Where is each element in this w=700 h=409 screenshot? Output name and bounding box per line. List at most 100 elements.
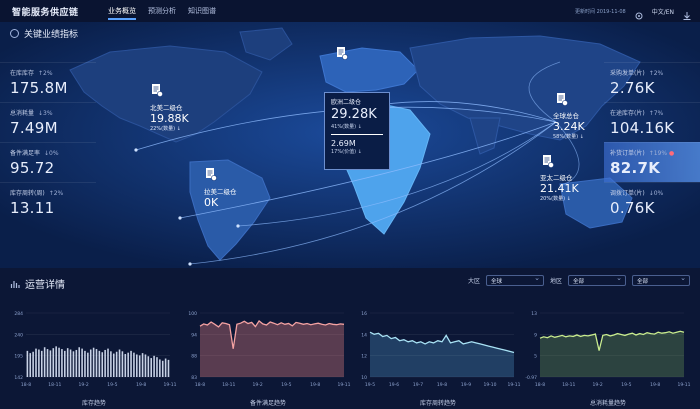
kpi-label: 库存周转(周) (10, 190, 45, 197)
settings-icon[interactable] (634, 6, 644, 20)
kpi-replenishment[interactable]: 补货订单(片) ↑19% ● 82.7K (604, 142, 700, 182)
warehouse-pin-icon[interactable] (336, 46, 348, 60)
node-name: 全球总仓 (553, 112, 579, 120)
tab-business-overview[interactable]: 业务概览 (108, 0, 136, 22)
y-tick-label: 284 (14, 311, 23, 317)
node-percent: 58%(数量) ↓ (553, 134, 584, 140)
y-tick-label: 83 (191, 375, 197, 381)
kpi-consumption[interactable]: 总消耗量 ↓3% 7.49M (0, 102, 96, 142)
popup-percent-2: 17%(价值) ↓ (331, 149, 362, 155)
kpi-fill-rate[interactable]: 备件满足率 ↓0% 95.72 (0, 142, 96, 182)
filter-label-area: 地区 (549, 278, 562, 285)
node-asia-pacific[interactable]: 亚太二级仓 21.41K 20%(数量) ↓ (540, 172, 579, 202)
bar (78, 347, 80, 377)
chart-title: 库存周转趋势 (419, 400, 456, 407)
node-global[interactable]: 全球总仓 3.24K 58%(数量) ↓ (553, 110, 585, 140)
bar (138, 355, 141, 377)
kpi-inventory[interactable]: 在库库存 ↑2% 175.8M (0, 62, 96, 102)
node-value: 21.41K (540, 182, 579, 195)
x-tick-label: 19-2 (592, 382, 602, 388)
x-tick-label: 19-5 (365, 382, 375, 388)
kpi-change: ↓0% (648, 190, 664, 197)
flow-line (237, 121, 557, 227)
kpi-change: ↑2% (38, 70, 53, 77)
warehouse-pin-icon[interactable] (556, 92, 568, 106)
tab-knowledge-graph[interactable]: 知识图谱 (188, 7, 216, 15)
kpi-label: 补货订单(片) (610, 150, 645, 157)
tab-forecast-analysis[interactable]: 预测分析 (148, 7, 176, 15)
node-value: 19.88K (150, 112, 189, 125)
x-tick-label: 18-8 (21, 382, 31, 388)
bar (52, 348, 55, 377)
x-tick-label: 19-2 (252, 382, 262, 388)
kpi-value: 13.11 (10, 199, 55, 217)
node-value: 0K (204, 196, 219, 209)
warehouse-pin-icon[interactable] (542, 154, 554, 168)
bar (43, 347, 46, 377)
right-kpi-panel: 采购发单(片) ↑2% 2.76K 在途库存(片) ↑7% 104.16K 补货订单… (604, 62, 700, 222)
chart-title: 总消耗量趋势 (589, 400, 626, 407)
kpi-change: ↑7% (648, 110, 664, 117)
kpi-purchase-orders[interactable]: 采购发单(片) ↑2% 2.76K (604, 62, 700, 102)
extra-select[interactable]: 全部 (632, 274, 690, 286)
y-tick-label: 14 (361, 332, 367, 338)
node-north-america[interactable]: 北美二级仓 19.88K 22%(数量) ↓ (150, 102, 189, 132)
left-kpi-panel: 在库库存 ↑2% 175.8M 总消耗量 ↓3% 7.49M 备件满足率 ↓0% 95… (0, 62, 96, 222)
warehouse-pin-icon[interactable] (205, 167, 217, 181)
bar (107, 348, 109, 377)
y-tick-label: 195 (14, 354, 23, 360)
kpi-value: 95.72 (10, 159, 55, 177)
continent-greenland (239, 27, 293, 61)
kpi-value: 0.76K (610, 199, 655, 217)
y-tick-label: -0.97 (525, 375, 537, 381)
bar (66, 348, 69, 377)
flow-line (189, 121, 557, 265)
kpi-turnover[interactable]: 库存周转(周) ↑2% 13.11 (0, 182, 96, 222)
kpi-change: ↑2% (648, 70, 664, 77)
bar (89, 349, 92, 377)
x-tick-label: 19-6 (389, 382, 399, 388)
chart-inventory-trend: 284 240 195 142 18-8 18-11 19-2 19-5 19-8 19-11 库… (8, 305, 180, 408)
node-latin-america[interactable]: 拉美二级仓 0K (204, 186, 237, 209)
kpi-transfer-orders[interactable]: 调拨订单(片) ↓0% 0.76K (604, 182, 700, 222)
x-tick-label: 18-8 (535, 382, 545, 388)
node-value: 3.24K (553, 120, 585, 133)
flow-line (528, 61, 561, 123)
y-tick-label: 13 (531, 311, 537, 317)
area-select[interactable]: 全部 (568, 274, 626, 286)
bar (64, 350, 66, 377)
language-switch[interactable]: 中文/EN (651, 8, 674, 16)
export-icon[interactable] (682, 6, 692, 20)
x-tick-label: 19-11 (507, 382, 520, 388)
y-tick-label: 9 (534, 332, 537, 338)
bar (147, 356, 150, 377)
node-percent: 20%(数量) ↓ (540, 196, 571, 202)
series-area (540, 331, 684, 377)
bar (121, 351, 124, 377)
flow-node (178, 216, 182, 220)
series-line (539, 330, 685, 351)
chart-turnover-trend: 16 14 12 10 19-5 19-6 19-7 19-8 19-9 19-10 19-11 库… (352, 305, 524, 408)
kpi-in-transit[interactable]: 在途库存(片) ↑7% 104.16K (604, 102, 700, 142)
popup-name: 欧洲二级仓 (331, 99, 362, 106)
bar (104, 349, 106, 377)
filter-label-region: 大区 (467, 278, 480, 285)
kpi-label: 在库库存 (10, 70, 35, 77)
bar (159, 359, 161, 377)
bar (144, 354, 147, 377)
x-tick-label: 18-11 (562, 382, 575, 388)
flow-node (188, 262, 192, 266)
bar (141, 353, 144, 377)
chart-consumption-trend: 13 9 5 -0.97 18-8 18-11 19-2 19-5 19-8 19-11 总消耗量… (522, 305, 694, 408)
bar (81, 348, 83, 377)
flow-line (555, 121, 580, 187)
region-select[interactable]: 全球 (485, 274, 544, 286)
x-tick-label: 19-8 (136, 382, 146, 388)
bar (124, 354, 127, 377)
kpi-title-text: 关键业绩指标 (24, 30, 79, 40)
warehouse-pin-icon[interactable] (151, 83, 163, 97)
flow-line (371, 101, 557, 123)
